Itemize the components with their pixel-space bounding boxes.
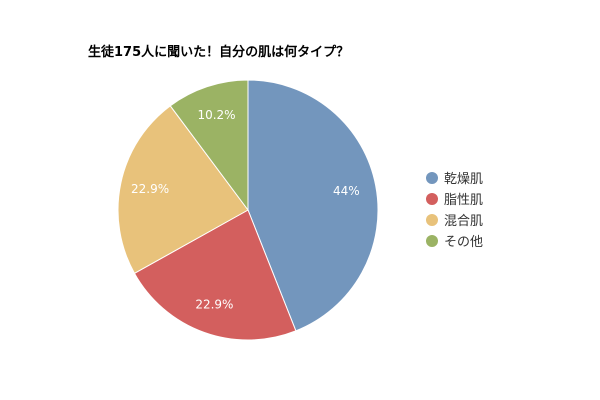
legend-label-3: 混合肌 [444, 214, 483, 229]
legend-label-4: その他 [444, 235, 483, 250]
slice-value-label-2: 22.9% [195, 297, 233, 311]
legend-label-2: 脂性肌 [444, 193, 483, 208]
pie-slice-3 [117, 105, 249, 275]
slice-value-label-3: 22.9% [131, 182, 169, 196]
slice-value-label-1: 44% [333, 184, 360, 198]
slice-value-label-4: 10.2% [197, 108, 235, 122]
pie-slice-1 [247, 79, 379, 332]
legend-label-1: 乾燥肌 [444, 172, 483, 187]
pie-slice-4 [169, 79, 249, 212]
legend-swatch-3 [426, 214, 438, 226]
legend-swatch-2 [426, 193, 438, 205]
chart-title: 生徒175人に聞いた！自分の肌は何タイプ？ [88, 44, 349, 60]
legend-swatch-1 [426, 172, 438, 184]
pie-slice-2 [133, 209, 297, 341]
legend-swatch-4 [426, 235, 438, 247]
pie-slice-labels: 44% 22.9% 22.9% 10.2% [131, 108, 360, 311]
pie-slices [117, 79, 379, 341]
